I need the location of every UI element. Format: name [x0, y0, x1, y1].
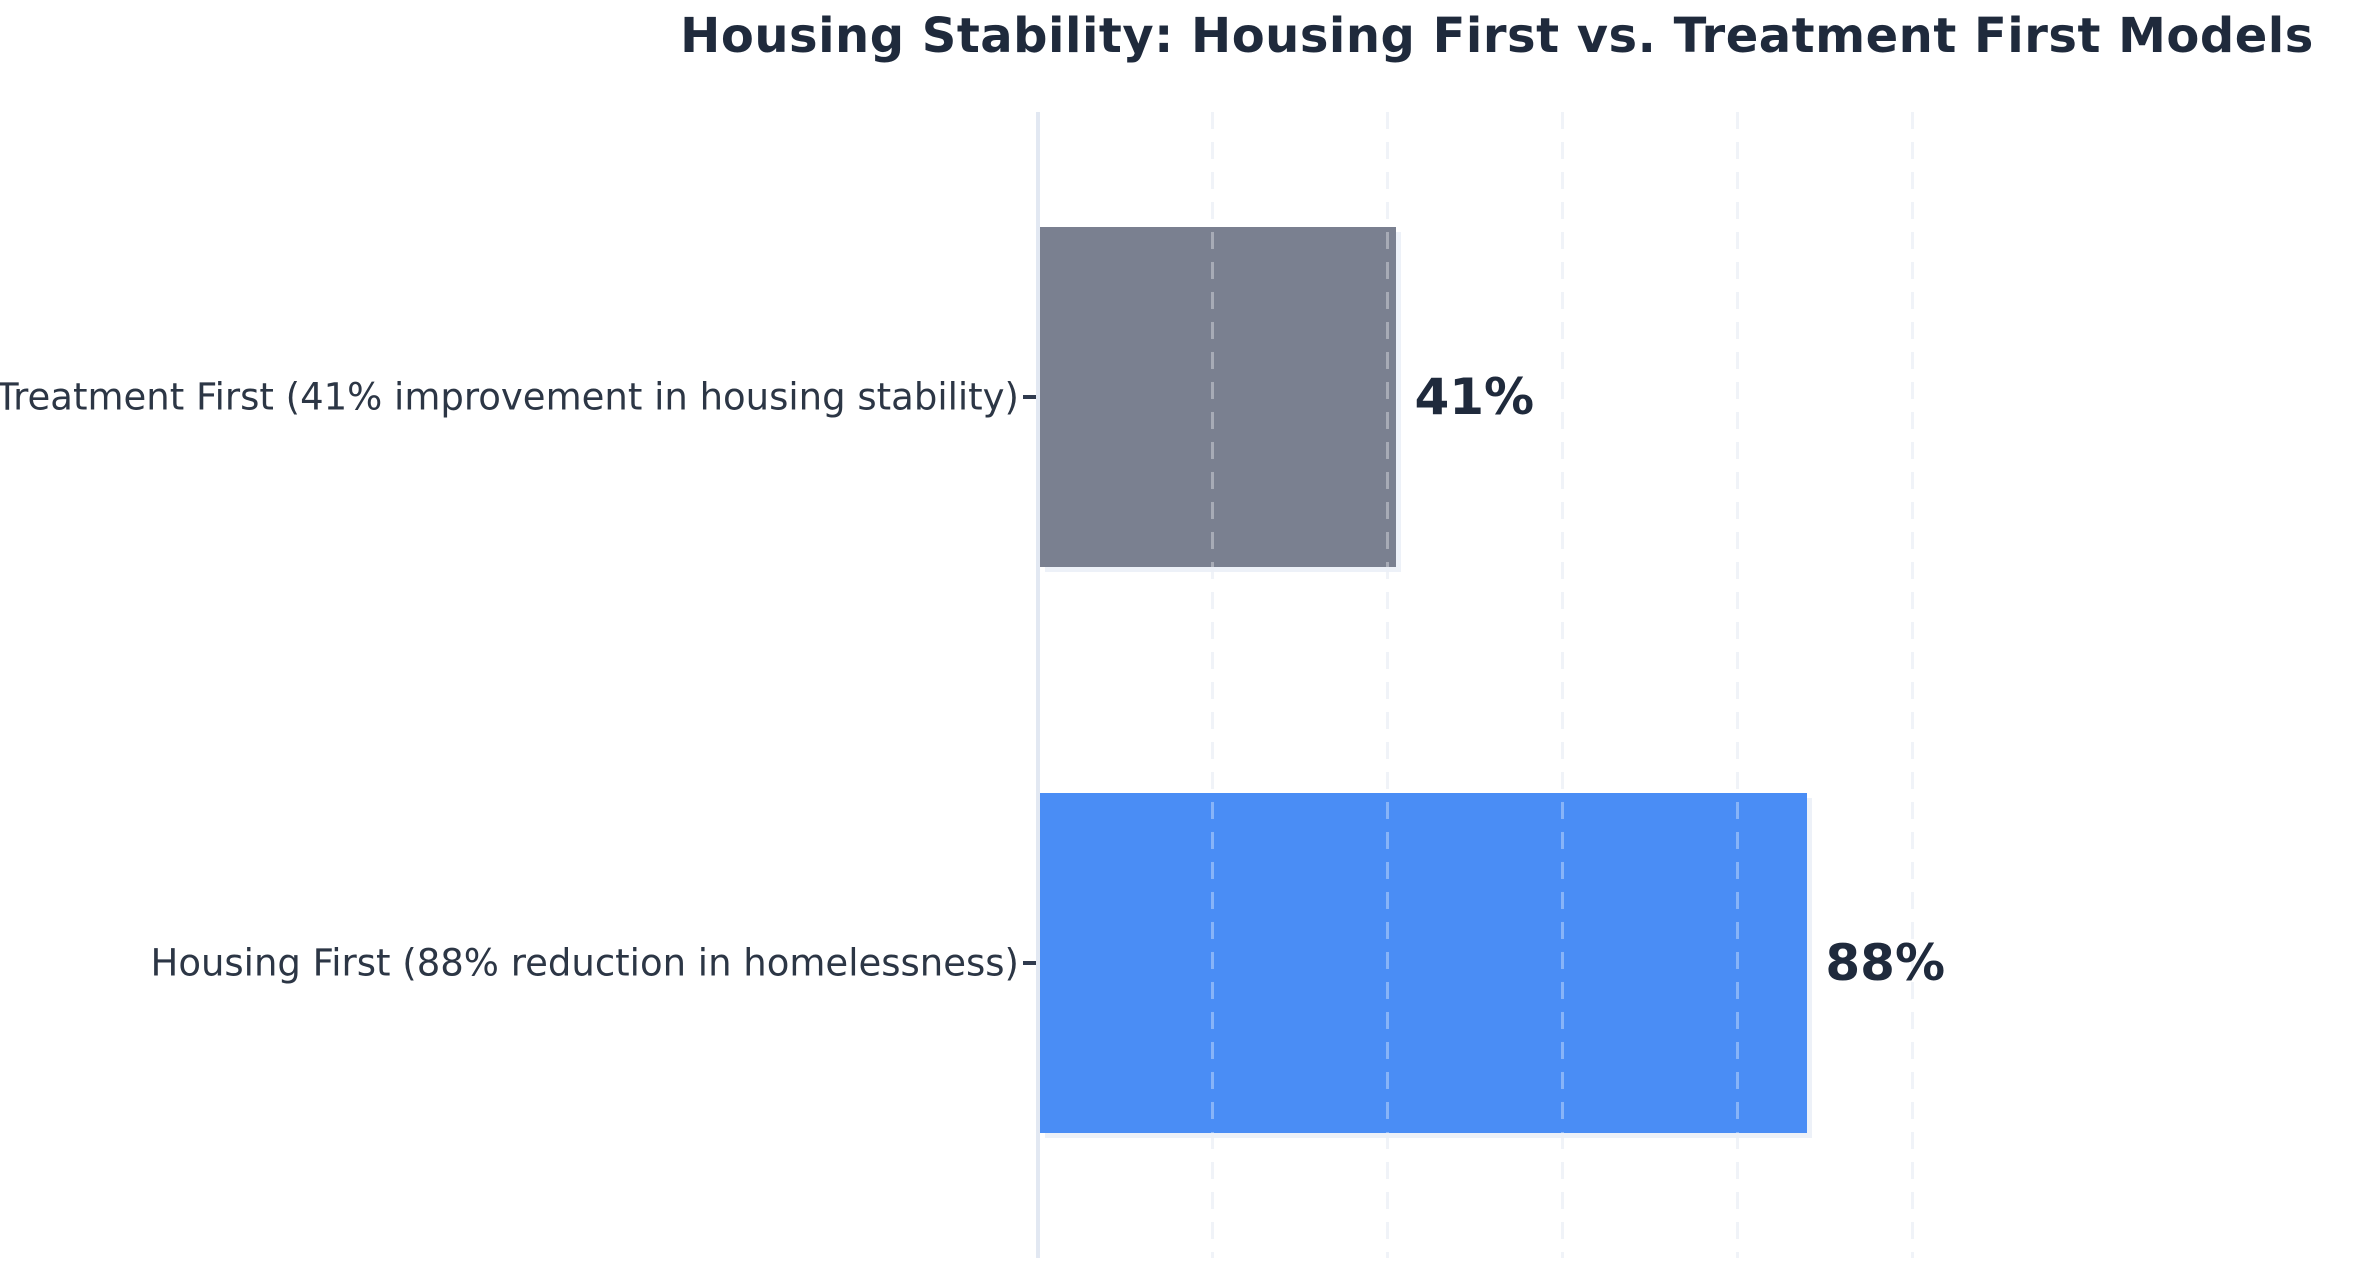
bar-value-label: 41% [1414, 368, 1535, 426]
bar [1040, 227, 1397, 567]
gridline-overlay [1735, 112, 1739, 1258]
gridline [1211, 112, 1215, 1258]
gridline [1735, 112, 1739, 1258]
y-axis-line [1036, 112, 1040, 1258]
chart-title: Housing Stability: Housing First vs. Tre… [680, 8, 2314, 64]
gridline-overlay [1910, 112, 1914, 1258]
bar-value-label: 88% [1825, 934, 1946, 992]
gridline-overlay [1386, 112, 1390, 1258]
gridline [1910, 112, 1914, 1258]
gridline-overlay [1561, 112, 1565, 1258]
gridline [1561, 112, 1565, 1258]
y-tick-mark [1023, 961, 1036, 965]
bar [1040, 793, 1808, 1133]
y-tick-label: Treatment First (41% improvement in hous… [0, 375, 1019, 419]
y-tick-label: Housing First (88% reduction in homeless… [150, 941, 1020, 985]
gridline-overlay [1211, 112, 1215, 1258]
y-tick-mark [1023, 395, 1036, 399]
gridline [1386, 112, 1390, 1258]
